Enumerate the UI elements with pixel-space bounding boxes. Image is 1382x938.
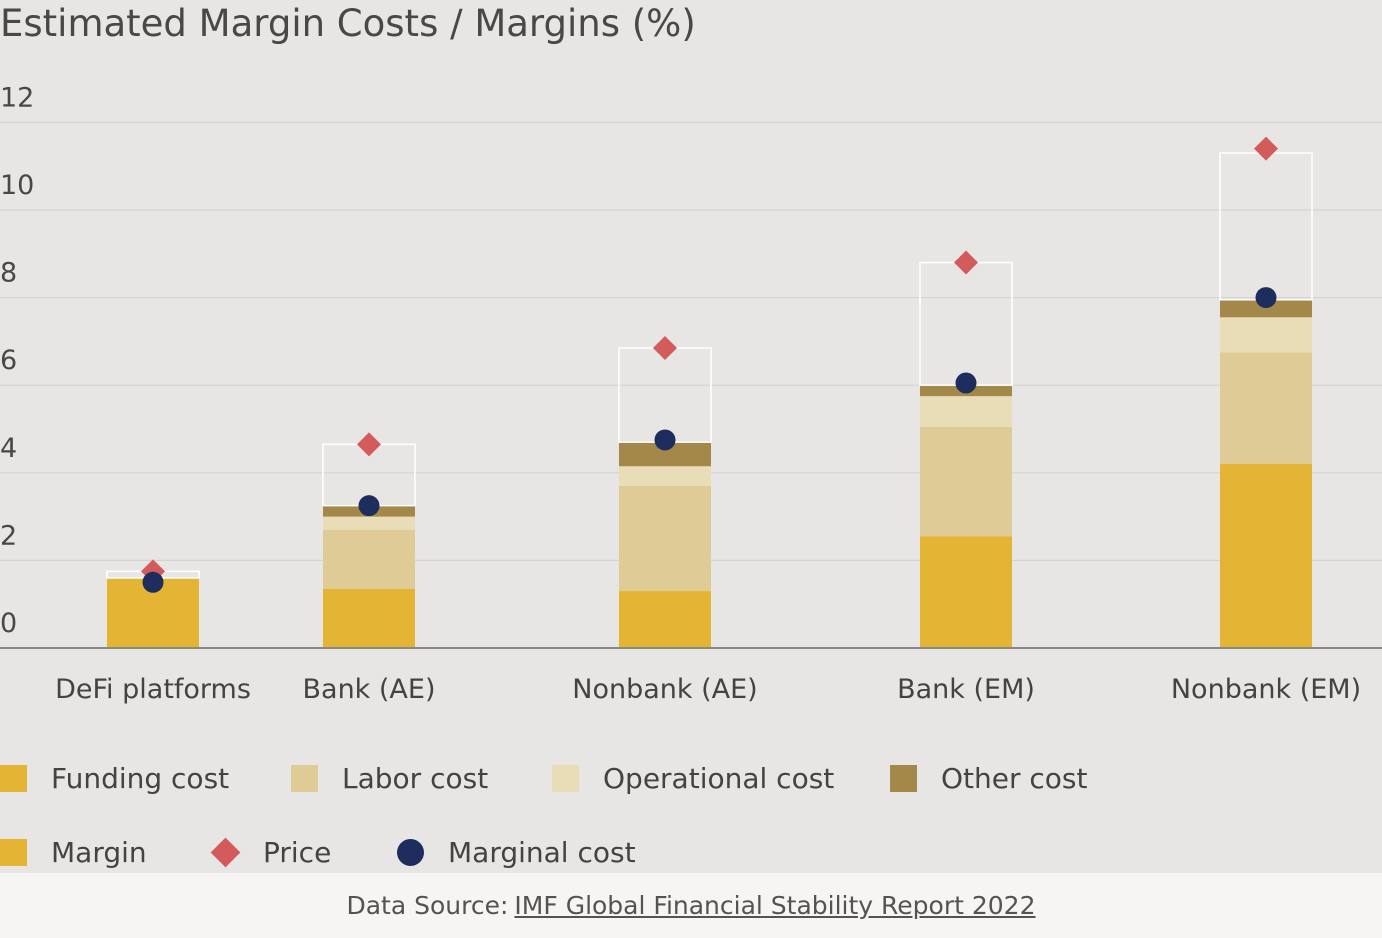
bar-operational-cost bbox=[1220, 317, 1312, 353]
x-tick-label: Nonbank (AE) bbox=[572, 674, 757, 705]
bar-funding-cost bbox=[920, 536, 1012, 648]
legend-item-operational-cost: Operational cost bbox=[552, 758, 834, 798]
bar-other-cost bbox=[1220, 299, 1312, 318]
y-tick-label: 0 bbox=[0, 608, 17, 639]
bar-labor-cost bbox=[323, 529, 415, 589]
labor-cost-swatch-icon bbox=[291, 764, 318, 792]
legend-label: Price bbox=[263, 835, 332, 869]
legend-row-2: Margin Price Marginal cost bbox=[0, 832, 1382, 872]
y-tick-label: 8 bbox=[0, 258, 17, 289]
y-tick-label: 6 bbox=[0, 345, 17, 376]
x-tick-label: Nonbank (EM) bbox=[1171, 674, 1361, 705]
price-marker bbox=[357, 432, 381, 457]
bar-margin bbox=[618, 347, 712, 443]
legend-label: Operational cost bbox=[603, 761, 835, 795]
bar-operational-cost bbox=[920, 396, 1012, 427]
margin-swatch-icon bbox=[0, 838, 27, 866]
marginal-cost-marker bbox=[654, 429, 676, 451]
bar-operational-cost bbox=[323, 516, 415, 530]
other-cost-swatch-icon bbox=[890, 764, 917, 792]
bar-margin bbox=[919, 261, 1013, 386]
x-tick-label: Bank (AE) bbox=[303, 674, 436, 705]
bar-funding-cost bbox=[619, 591, 711, 648]
legend-item-marginal-cost: Marginal cost bbox=[397, 832, 636, 872]
legend-row-1: Funding cost Labor cost Operational cost… bbox=[0, 758, 1382, 798]
y-tick-label: 10 bbox=[0, 170, 34, 201]
price-marker bbox=[653, 335, 677, 360]
marginal-cost-marker bbox=[142, 571, 164, 593]
price-marker bbox=[954, 250, 978, 275]
circle-icon bbox=[397, 838, 424, 866]
marginal-cost-marker bbox=[1255, 287, 1277, 309]
bar-labor-cost bbox=[619, 485, 711, 592]
bar-margin bbox=[1219, 152, 1313, 301]
legend-label: Funding cost bbox=[51, 761, 230, 795]
legend-label: Marginal cost bbox=[448, 835, 636, 869]
y-tick-label: 4 bbox=[0, 433, 17, 464]
y-tick-label: 2 bbox=[0, 520, 17, 551]
funding-cost-swatch-icon bbox=[0, 764, 27, 792]
bar-funding-cost bbox=[1220, 464, 1312, 648]
bar-funding-cost bbox=[323, 588, 415, 648]
data-source-prefix: Data Source: bbox=[346, 891, 509, 920]
data-source-link[interactable]: IMF Global Financial Stability Report 20… bbox=[514, 891, 1036, 920]
data-source-footer: Data Source: IMF Global Financial Stabil… bbox=[0, 873, 1382, 938]
bar-labor-cost bbox=[1220, 352, 1312, 465]
legend-label: Labor cost bbox=[342, 761, 489, 795]
bar-labor-cost bbox=[920, 426, 1012, 537]
legend-item-funding-cost: Funding cost bbox=[0, 758, 229, 798]
x-tick-label: DeFi platforms bbox=[55, 674, 251, 705]
legend-label: Margin bbox=[51, 835, 147, 869]
marginal-cost-marker bbox=[955, 372, 977, 394]
diamond-icon bbox=[210, 837, 241, 867]
chart-plot: 0 2 4 6 8 10 12 DeFi platforms Bank (AE) Nonbank … bbox=[0, 82, 1382, 705]
legend-label: Other cost bbox=[941, 761, 1088, 795]
x-tick-label: Bank (EM) bbox=[897, 674, 1035, 705]
marginal-cost-marker bbox=[358, 495, 380, 517]
legend-item-price: Price bbox=[210, 832, 332, 872]
operational-cost-swatch-icon bbox=[552, 764, 579, 792]
y-tick-label: 12 bbox=[0, 82, 34, 113]
chart-title: Estimated Margin Costs / Margins (%) bbox=[0, 2, 696, 45]
price-marker bbox=[1254, 136, 1278, 161]
legend-item-margin: Margin bbox=[0, 832, 147, 872]
bar-operational-cost bbox=[619, 466, 711, 486]
legend-item-labor-cost: Labor cost bbox=[291, 758, 488, 798]
legend-item-other-cost: Other cost bbox=[890, 758, 1088, 798]
